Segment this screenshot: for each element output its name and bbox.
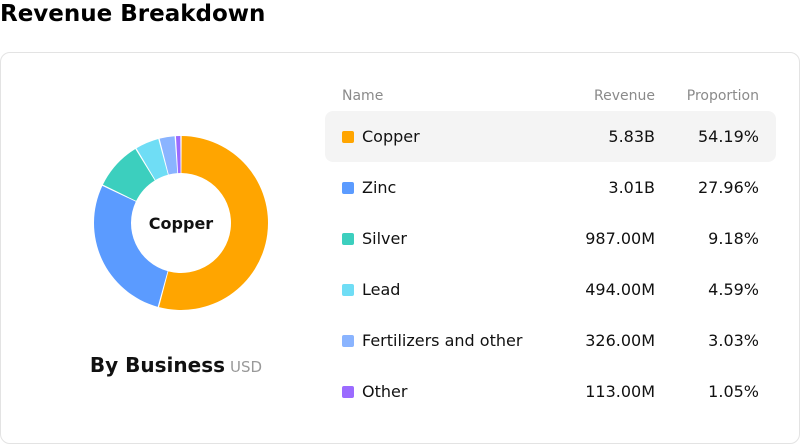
row-name-label: Lead (362, 280, 401, 299)
header-name: Name (342, 88, 384, 104)
donut-slice-copper[interactable] (159, 136, 268, 310)
row-name: Lead (342, 264, 400, 315)
legend-swatch (342, 182, 354, 194)
row-revenue: 3.01B (608, 178, 655, 197)
table-row[interactable]: Lead 494.00M 4.59% (325, 264, 776, 315)
table-body: Copper 5.83B 54.19% Zinc 3.01B 27.96% Silver 98… (325, 111, 776, 417)
row-name-label: Zinc (362, 178, 397, 197)
row-proportion: 4.59% (708, 280, 759, 299)
row-name: Fertilizers and other (342, 315, 522, 366)
table-header: Name Revenue Proportion (325, 81, 776, 111)
row-name-label: Copper (362, 127, 420, 146)
row-revenue: 326.00M (585, 331, 655, 350)
chart-caption: By Business USD (1, 353, 351, 377)
donut-slice-zinc[interactable] (94, 185, 168, 307)
legend-swatch (342, 284, 354, 296)
row-name: Zinc (342, 162, 396, 213)
header-revenue: Revenue (594, 88, 655, 104)
breakdown-table: Name Revenue Proportion Copper 5.83B 54.19… (325, 81, 776, 417)
header-proportion: Proportion (686, 88, 759, 104)
donut-slice-fertilizers-and-other[interactable] (159, 136, 178, 175)
row-proportion: 27.96% (697, 178, 759, 197)
table-row[interactable]: Zinc 3.01B 27.96% (325, 162, 776, 213)
page-title: Revenue Breakdown (0, 1, 266, 27)
row-name-label: Fertilizers and other (362, 331, 523, 350)
row-proportion: 54.19% (697, 127, 759, 146)
row-revenue: 987.00M (585, 229, 655, 248)
row-revenue: 113.00M (585, 382, 655, 401)
donut-center-label: Copper (149, 214, 213, 233)
row-name-label: Silver (362, 229, 407, 248)
table-row[interactable]: Fertilizers and other 326.00M 3.03% (325, 315, 776, 366)
revenue-card: Copper By Business USD Name Revenue Propo… (0, 52, 800, 444)
table-row[interactable]: Copper 5.83B 54.19% (325, 111, 776, 162)
donut-slice-lead[interactable] (136, 139, 168, 181)
row-name: Other (342, 366, 407, 417)
row-revenue: 494.00M (585, 280, 655, 299)
row-name-label: Other (362, 382, 408, 401)
row-name: Copper (342, 111, 420, 162)
donut-chart[interactable]: Copper (81, 123, 281, 323)
row-revenue: 5.83B (608, 127, 655, 146)
donut-slice-silver[interactable] (102, 148, 155, 201)
row-proportion: 3.03% (708, 331, 759, 350)
legend-swatch (342, 131, 354, 143)
legend-swatch (342, 386, 354, 398)
row-proportion: 1.05% (708, 382, 759, 401)
table-row[interactable]: Silver 987.00M 9.18% (325, 213, 776, 264)
row-name: Silver (342, 213, 407, 264)
donut-slice-other[interactable] (175, 136, 181, 174)
legend-swatch (342, 233, 354, 245)
row-proportion: 9.18% (708, 229, 759, 248)
table-row[interactable]: Other 113.00M 1.05% (325, 366, 776, 417)
chart-caption-title: By Business (89, 353, 226, 377)
chart-caption-unit: USD (230, 358, 263, 376)
donut-slices (94, 136, 268, 310)
legend-swatch (342, 335, 354, 347)
